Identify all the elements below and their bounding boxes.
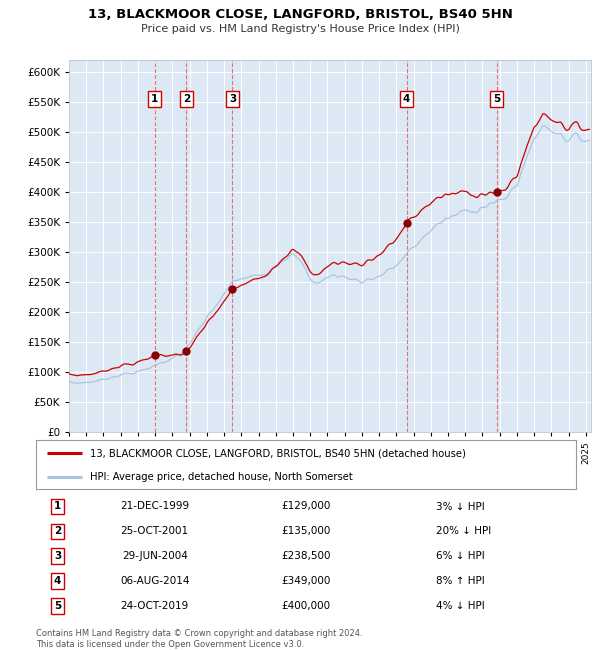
Text: 4: 4 — [403, 94, 410, 104]
Text: 1: 1 — [151, 94, 158, 104]
Text: £349,000: £349,000 — [281, 577, 331, 586]
Text: 3: 3 — [54, 551, 61, 562]
Text: £129,000: £129,000 — [281, 502, 331, 512]
Text: 24-OCT-2019: 24-OCT-2019 — [121, 601, 189, 611]
Text: 3: 3 — [229, 94, 236, 104]
Text: 5: 5 — [54, 601, 61, 611]
Text: £135,000: £135,000 — [281, 526, 331, 536]
Text: 1: 1 — [54, 502, 61, 512]
Text: 21-DEC-1999: 21-DEC-1999 — [120, 502, 190, 512]
Text: 13, BLACKMOOR CLOSE, LANGFORD, BRISTOL, BS40 5HN (detached house): 13, BLACKMOOR CLOSE, LANGFORD, BRISTOL, … — [90, 448, 466, 458]
Text: 6% ↓ HPI: 6% ↓ HPI — [436, 551, 484, 562]
Text: Contains HM Land Registry data © Crown copyright and database right 2024.
This d: Contains HM Land Registry data © Crown c… — [36, 629, 362, 649]
Text: 29-JUN-2004: 29-JUN-2004 — [122, 551, 188, 562]
Text: 4% ↓ HPI: 4% ↓ HPI — [436, 601, 484, 611]
Text: HPI: Average price, detached house, North Somerset: HPI: Average price, detached house, Nort… — [90, 472, 353, 482]
Text: 2: 2 — [183, 94, 190, 104]
Text: 8% ↑ HPI: 8% ↑ HPI — [436, 577, 484, 586]
Text: £400,000: £400,000 — [281, 601, 331, 611]
Text: 5: 5 — [493, 94, 500, 104]
Text: 3% ↓ HPI: 3% ↓ HPI — [436, 502, 484, 512]
Text: 20% ↓ HPI: 20% ↓ HPI — [436, 526, 491, 536]
Text: 2: 2 — [54, 526, 61, 536]
Text: 4: 4 — [54, 577, 61, 586]
Text: 25-OCT-2001: 25-OCT-2001 — [121, 526, 189, 536]
Text: Price paid vs. HM Land Registry's House Price Index (HPI): Price paid vs. HM Land Registry's House … — [140, 24, 460, 34]
Text: £238,500: £238,500 — [281, 551, 331, 562]
Text: 06-AUG-2014: 06-AUG-2014 — [120, 577, 190, 586]
Text: 13, BLACKMOOR CLOSE, LANGFORD, BRISTOL, BS40 5HN: 13, BLACKMOOR CLOSE, LANGFORD, BRISTOL, … — [88, 8, 512, 21]
